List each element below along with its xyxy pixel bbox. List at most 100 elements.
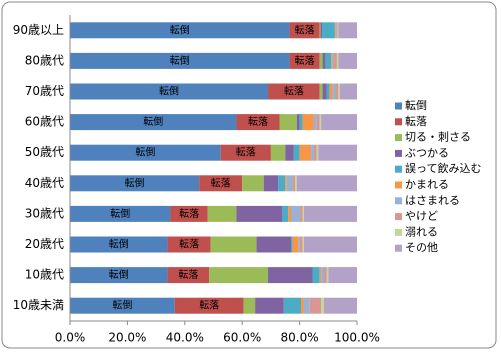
legend-marker: [395, 165, 402, 173]
bar-segment: [332, 52, 335, 69]
bar-segment: [70, 175, 200, 192]
bar-segment: [338, 83, 340, 100]
bar-segment: [283, 297, 302, 314]
bar-segment: [199, 175, 243, 192]
legend-label: 切る・刺さる: [405, 131, 471, 144]
data-label: 転倒: [109, 239, 129, 251]
bar-segment: [268, 83, 320, 100]
bar-segment: [207, 205, 237, 222]
bar-segment: [70, 52, 290, 69]
bar-segment: [329, 83, 333, 100]
bar-segment: [326, 83, 330, 100]
data-label: 転落: [295, 24, 315, 36]
bar-segment: [296, 114, 300, 131]
bar-segment: [242, 175, 264, 192]
x-tick-label: 0.0%: [55, 331, 86, 345]
bar-segment: [318, 144, 357, 161]
legend-marker: [395, 197, 402, 205]
data-label: 転倒: [159, 86, 179, 98]
legend-label: その他: [405, 241, 438, 254]
bar-segment: [311, 144, 314, 161]
data-label: 転落: [178, 269, 198, 281]
bar-segment: [321, 114, 357, 131]
bar-segment: [290, 236, 293, 253]
data-label: 転落: [211, 177, 231, 189]
legend-marker: [395, 244, 402, 252]
legend-label: 転倒: [405, 99, 427, 112]
bar-segment: [167, 267, 210, 284]
bar-segment: [320, 22, 322, 39]
bar-segment: [210, 236, 257, 253]
legend-marker: [395, 134, 402, 142]
y-tick-label: 80歳代: [25, 53, 64, 67]
bar-segment: [313, 114, 317, 131]
bar-segment: [299, 236, 303, 253]
bar-segment: [321, 267, 324, 284]
data-label: 転落: [236, 147, 256, 159]
bar-segment: [292, 175, 296, 192]
bar-segment: [295, 175, 297, 192]
bar-segment: [321, 297, 324, 314]
data-label: 転倒: [135, 147, 155, 159]
bar-segment: [319, 267, 322, 284]
bar-segment: [255, 297, 284, 314]
bar-segment: [299, 114, 303, 131]
legend-marker: [395, 213, 402, 221]
bar-segment: [70, 22, 290, 39]
bar-segment: [319, 22, 321, 39]
bar-segment: [319, 52, 323, 69]
bar-segment: [170, 205, 208, 222]
bar-segment: [70, 205, 171, 222]
x-tick-label: 80.0%: [281, 331, 319, 345]
bar-segment: [322, 52, 326, 69]
legend-label: かまれる: [405, 178, 449, 191]
bar-segment: [236, 114, 280, 131]
data-label: 転倒: [110, 208, 130, 220]
bar-segment: [313, 144, 317, 161]
data-label: 転落: [179, 208, 199, 220]
bar-segment: [309, 297, 322, 314]
bar-segment: [174, 297, 244, 314]
data-label: 転倒: [170, 55, 190, 67]
bar-segment: [323, 267, 327, 284]
legend-marker: [395, 228, 402, 236]
bar-segment: [326, 267, 329, 284]
bar-segment: [302, 205, 304, 222]
bar-segment: [302, 236, 304, 253]
y-tick-label: 10歳代: [25, 268, 64, 282]
y-tick-label: 40歳代: [25, 176, 64, 190]
bar-segment: [336, 22, 338, 39]
legend-marker: [395, 102, 402, 110]
y-tick-label: 70歳代: [25, 84, 64, 98]
bar-segment: [167, 236, 211, 253]
bar-segment: [236, 205, 283, 222]
bar-segment: [312, 267, 320, 284]
bar-segment: [296, 175, 357, 192]
bar-segment: [337, 22, 339, 39]
data-label: 転落: [295, 55, 315, 67]
bar-segment: [290, 205, 300, 222]
bar-segment: [70, 236, 168, 253]
bar-segment: [321, 22, 335, 39]
bar-segment: [319, 114, 322, 131]
bar-segment: [220, 144, 271, 161]
y-tick-label: 90歳以上: [13, 23, 64, 37]
data-label: 転倒: [170, 24, 190, 36]
bar-segment: [301, 297, 304, 314]
bar-segment: [338, 52, 357, 69]
bar-segment: [70, 267, 168, 284]
bar-segment: [282, 205, 289, 222]
data-label: 転倒: [109, 269, 129, 281]
bar-segment: [302, 114, 314, 131]
bar-segment: [335, 22, 337, 39]
legend-label: ぶつかる: [405, 146, 449, 159]
bar-segment: [323, 297, 357, 314]
x-tick-label: 100.0%: [334, 331, 380, 345]
legend-label: やけど: [405, 210, 438, 223]
y-tick-label: 50歳代: [25, 145, 64, 159]
bar-segment: [292, 236, 299, 253]
bar-segment: [268, 267, 313, 284]
bar-segment: [316, 144, 319, 161]
x-tick-label: 40.0%: [166, 331, 204, 345]
